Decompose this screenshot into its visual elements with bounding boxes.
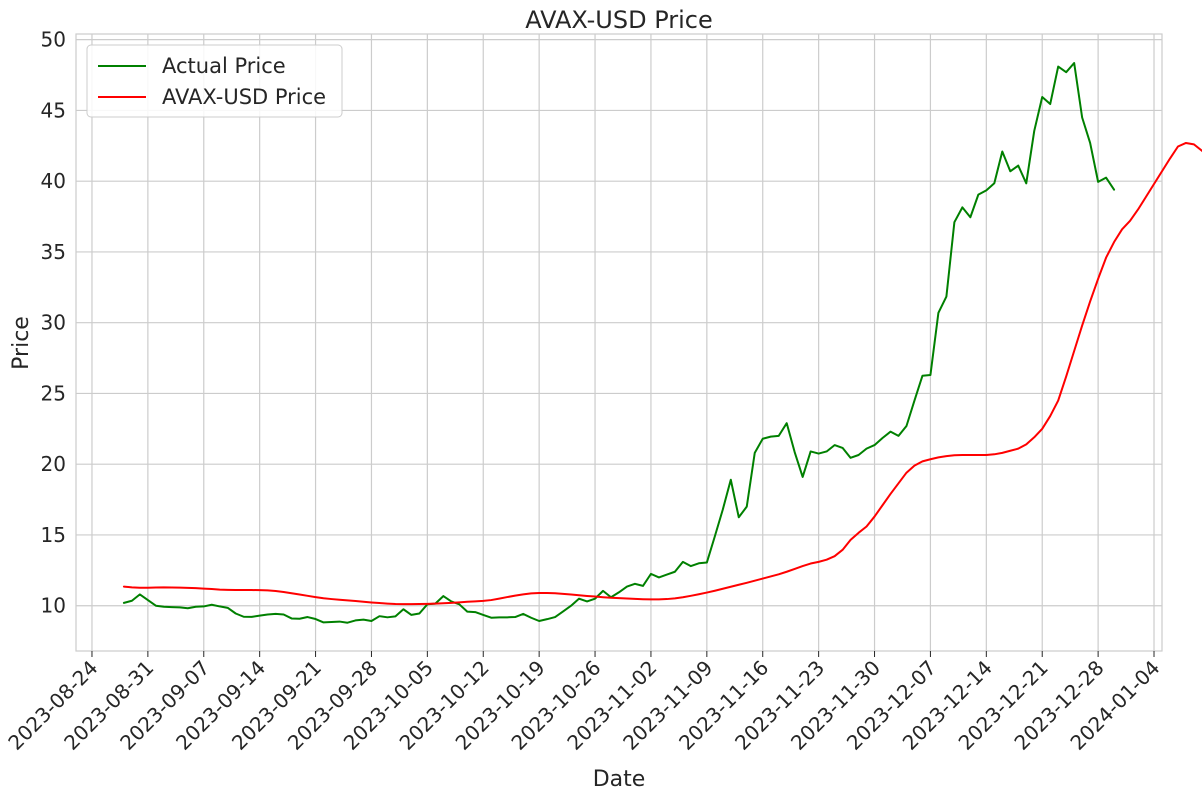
y-tick-label: 15 [41,523,66,547]
series-line-actual [122,62,1116,624]
y-axis-title: Price [9,316,34,370]
y-tick-label: 40 [41,169,66,193]
y-tick-label: 50 [41,28,66,52]
legend-label-predicted: AVAX-USD Price [162,85,326,109]
y-tick-label: 20 [41,452,66,476]
grid [76,34,1162,651]
series-lines [122,62,1202,624]
legend: Actual Price AVAX-USD Price [86,44,343,118]
y-tick-labels: 10 15 20 25 30 35 40 45 50 [41,28,66,618]
plot-area [75,33,1163,652]
x-axis-title: Date [593,767,646,792]
chart-title: AVAX-USD Price [525,6,713,34]
y-tick-label: 30 [41,311,66,335]
y-tick-label: 35 [41,240,66,264]
x-tick-labels: 2023-08-242023-08-312023-09-072023-09-14… [3,651,1165,755]
legend-box [86,44,343,118]
legend-label-actual: Actual Price [162,54,286,78]
y-tick-label: 25 [41,381,66,405]
y-tick-label: 45 [41,98,66,122]
y-tick-label: 10 [41,594,66,618]
series-line-predicted [122,141,1202,606]
